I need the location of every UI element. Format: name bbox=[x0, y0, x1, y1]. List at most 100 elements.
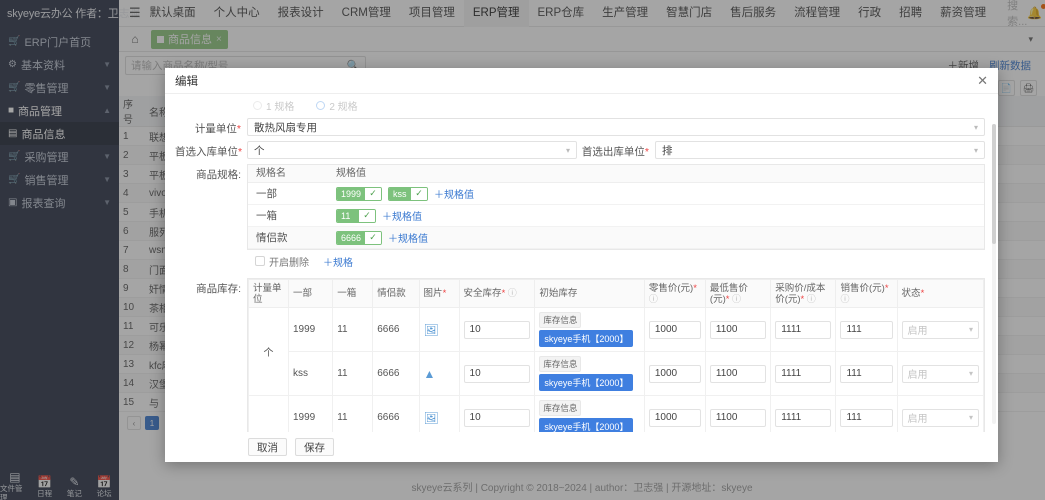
add-spec-value-link[interactable]: ＋规格值 bbox=[382, 212, 422, 223]
retail-price-input[interactable]: 1000 bbox=[648, 320, 701, 339]
dock-item-1[interactable]: 📅 日程 bbox=[30, 473, 60, 500]
nav-item-9[interactable]: 售后服务 bbox=[730, 6, 777, 19]
tab-product-info[interactable]: 商品信息 × bbox=[151, 29, 228, 49]
status-select[interactable]: 启用 ▾ bbox=[901, 364, 979, 383]
spec-value-tag[interactable]: 1999 ✓ bbox=[336, 186, 383, 201]
dock-item-3[interactable]: 📅 论坛 bbox=[89, 473, 119, 500]
sale-price-input[interactable]: 111 bbox=[840, 408, 893, 427]
chevron-down-icon[interactable]: ▾ bbox=[1028, 33, 1033, 44]
check-icon[interactable]: ✓ bbox=[365, 231, 382, 244]
spec-value-tag[interactable]: kss ✓ bbox=[388, 186, 429, 201]
sidebar-item-7[interactable]: ▣ 报表查询 ▼ bbox=[0, 191, 119, 214]
cost-price-input[interactable]: 1111 bbox=[775, 364, 832, 383]
info-icon[interactable]: ⓘ bbox=[648, 293, 658, 304]
in-unit-select[interactable]: 个 ▾ bbox=[247, 141, 577, 159]
save-button[interactable]: 保存 bbox=[295, 438, 334, 456]
image-icon[interactable]: 🖼 bbox=[423, 410, 439, 425]
spec-mode-radio-0[interactable]: 1 规格 bbox=[253, 98, 294, 113]
stock-warehouse-badge[interactable]: skyeye手机【2000】 bbox=[539, 374, 634, 391]
safe-stock-input[interactable]: 10 bbox=[463, 408, 531, 427]
nav-item-0[interactable]: 默认桌面 bbox=[149, 6, 196, 19]
home-icon[interactable]: ⌂ bbox=[131, 32, 139, 46]
status-select[interactable]: 启用 ▾ bbox=[901, 408, 979, 427]
retail-price-input[interactable]: 1000 bbox=[648, 408, 701, 427]
sale-price-input[interactable]: 111 bbox=[840, 320, 893, 339]
out-unit-select[interactable]: 排 ▾ bbox=[655, 141, 985, 159]
add-spec-value-link[interactable]: ＋规格值 bbox=[388, 234, 429, 245]
sidebar-item-0[interactable]: 🛒 ERP门户首页 bbox=[0, 30, 119, 53]
retail-price-input[interactable]: 1000 bbox=[648, 364, 701, 383]
modal-scrollbar[interactable] bbox=[992, 124, 996, 424]
page-1-button[interactable]: 1 bbox=[145, 416, 159, 430]
nav-item-11[interactable]: 行政 bbox=[858, 6, 882, 19]
stock-info-tag[interactable]: 库存信息 bbox=[539, 356, 582, 372]
check-icon[interactable]: ✓ bbox=[359, 209, 375, 222]
nav-item-7[interactable]: 生产管理 bbox=[602, 6, 649, 19]
cancel-button[interactable]: 取消 bbox=[248, 438, 287, 456]
cost-price-input[interactable]: 1111 bbox=[775, 320, 832, 339]
sidebar-item-4[interactable]: ▤ 商品信息 bbox=[0, 122, 119, 145]
spec-mode-radio-1[interactable]: 2 规格 bbox=[316, 98, 358, 113]
spec-value-text: 1999 bbox=[337, 187, 366, 200]
check-icon[interactable]: ✓ bbox=[365, 187, 382, 200]
close-icon[interactable]: × bbox=[216, 33, 222, 45]
info-icon[interactable]: ⓘ bbox=[505, 288, 517, 298]
nav-item-12[interactable]: 招聘 bbox=[899, 6, 923, 19]
lowest-price-input[interactable]: 1100 bbox=[709, 364, 767, 383]
nav-item-6[interactable]: ERP仓库 bbox=[537, 6, 585, 19]
nav-item-5[interactable]: ERP管理 bbox=[463, 0, 529, 27]
nav-search-placeholder[interactable]: 搜索... bbox=[1007, 0, 1028, 28]
spec-value-tag[interactable]: 11 ✓ bbox=[336, 208, 376, 223]
stock-warehouse-badge[interactable]: skyeye手机【2000】 bbox=[539, 330, 634, 347]
nav-item-8[interactable]: 智慧门店 bbox=[666, 6, 713, 19]
sidebar-item-1[interactable]: ⚙ 基本资料 ▼ bbox=[0, 53, 119, 76]
info-icon[interactable]: ⓘ bbox=[840, 293, 850, 304]
spec-value-tag[interactable]: 6666 ✓ bbox=[336, 230, 383, 245]
nav-item-4[interactable]: 项目管理 bbox=[408, 6, 455, 19]
safe-stock-input[interactable]: 10 bbox=[463, 364, 531, 383]
row-index: 14 bbox=[119, 373, 145, 393]
sidebar-item-5[interactable]: 🛒 采购管理 ▼ bbox=[0, 145, 119, 168]
tab-label: 商品信息 bbox=[168, 34, 212, 46]
info-icon[interactable]: ⓘ bbox=[729, 293, 741, 304]
info-icon[interactable]: ⓘ bbox=[804, 293, 816, 304]
unit-select[interactable]: 散热风扇专用 ▾ bbox=[247, 118, 985, 136]
lowest-price-input[interactable]: 1100 bbox=[709, 320, 767, 339]
sale-price-input[interactable]: 111 bbox=[840, 364, 893, 383]
prev-page-button[interactable]: ‹ bbox=[127, 416, 141, 430]
bell-icon[interactable]: 🔔 bbox=[1027, 4, 1045, 20]
nav-item-1[interactable]: 个人中心 bbox=[213, 6, 260, 19]
stock-info-tag[interactable]: 库存信息 bbox=[539, 400, 582, 416]
hamburger-icon[interactable]: ☰ bbox=[129, 5, 141, 20]
cost-price-input[interactable]: 1111 bbox=[775, 408, 832, 427]
safe-stock-input[interactable]: 10 bbox=[463, 320, 531, 339]
sidebar-item-2[interactable]: 🛒 零售管理 ▼ bbox=[0, 76, 119, 99]
sidebar-item-6[interactable]: 🛒 销售管理 ▼ bbox=[0, 168, 119, 191]
add-spec-link[interactable]: ＋规格 bbox=[323, 258, 353, 269]
lowest-price-input[interactable]: 1100 bbox=[709, 408, 767, 427]
required-marker: * bbox=[501, 288, 506, 299]
refresh-data-button[interactable]: 刷新数据 bbox=[989, 59, 1031, 72]
stock-info-tag[interactable]: 库存信息 bbox=[539, 312, 582, 328]
sidebar-item-3[interactable]: ■ 商品管理 ▲ bbox=[0, 99, 119, 122]
stock-col-label: 初始库存 bbox=[539, 288, 578, 299]
nav-item-3[interactable]: CRM管理 bbox=[341, 6, 391, 19]
status-select[interactable]: 启用 ▾ bbox=[901, 320, 979, 339]
print-icon[interactable]: 🖨 bbox=[1020, 80, 1037, 96]
close-icon[interactable]: ✕ bbox=[977, 72, 988, 88]
sale-price-input-cell: 111 bbox=[835, 351, 898, 396]
scrollbar-thumb[interactable] bbox=[992, 124, 996, 244]
upload-icon[interactable]: ▲ bbox=[423, 366, 436, 381]
add-spec-value-link[interactable]: ＋规格值 bbox=[434, 190, 475, 201]
row-index: 4 bbox=[119, 183, 145, 203]
nav-item-13[interactable]: 薪资管理 bbox=[940, 6, 987, 19]
export-icon[interactable]: 📄 bbox=[998, 80, 1015, 96]
check-icon[interactable]: ✓ bbox=[411, 187, 428, 200]
image-icon[interactable]: 🖼 bbox=[423, 322, 439, 337]
nav-item-10[interactable]: 流程管理 bbox=[794, 6, 841, 19]
stock-warehouse-badge[interactable]: skyeye手机【2000】 bbox=[539, 418, 634, 432]
enable-delete-checkbox[interactable]: 开启删除 bbox=[255, 254, 309, 269]
dock-item-2[interactable]: ✎ 笔记 bbox=[60, 473, 90, 500]
dock-item-0[interactable]: ▤ 文件管理 bbox=[0, 471, 30, 500]
nav-item-2[interactable]: 报表设计 bbox=[277, 6, 324, 19]
